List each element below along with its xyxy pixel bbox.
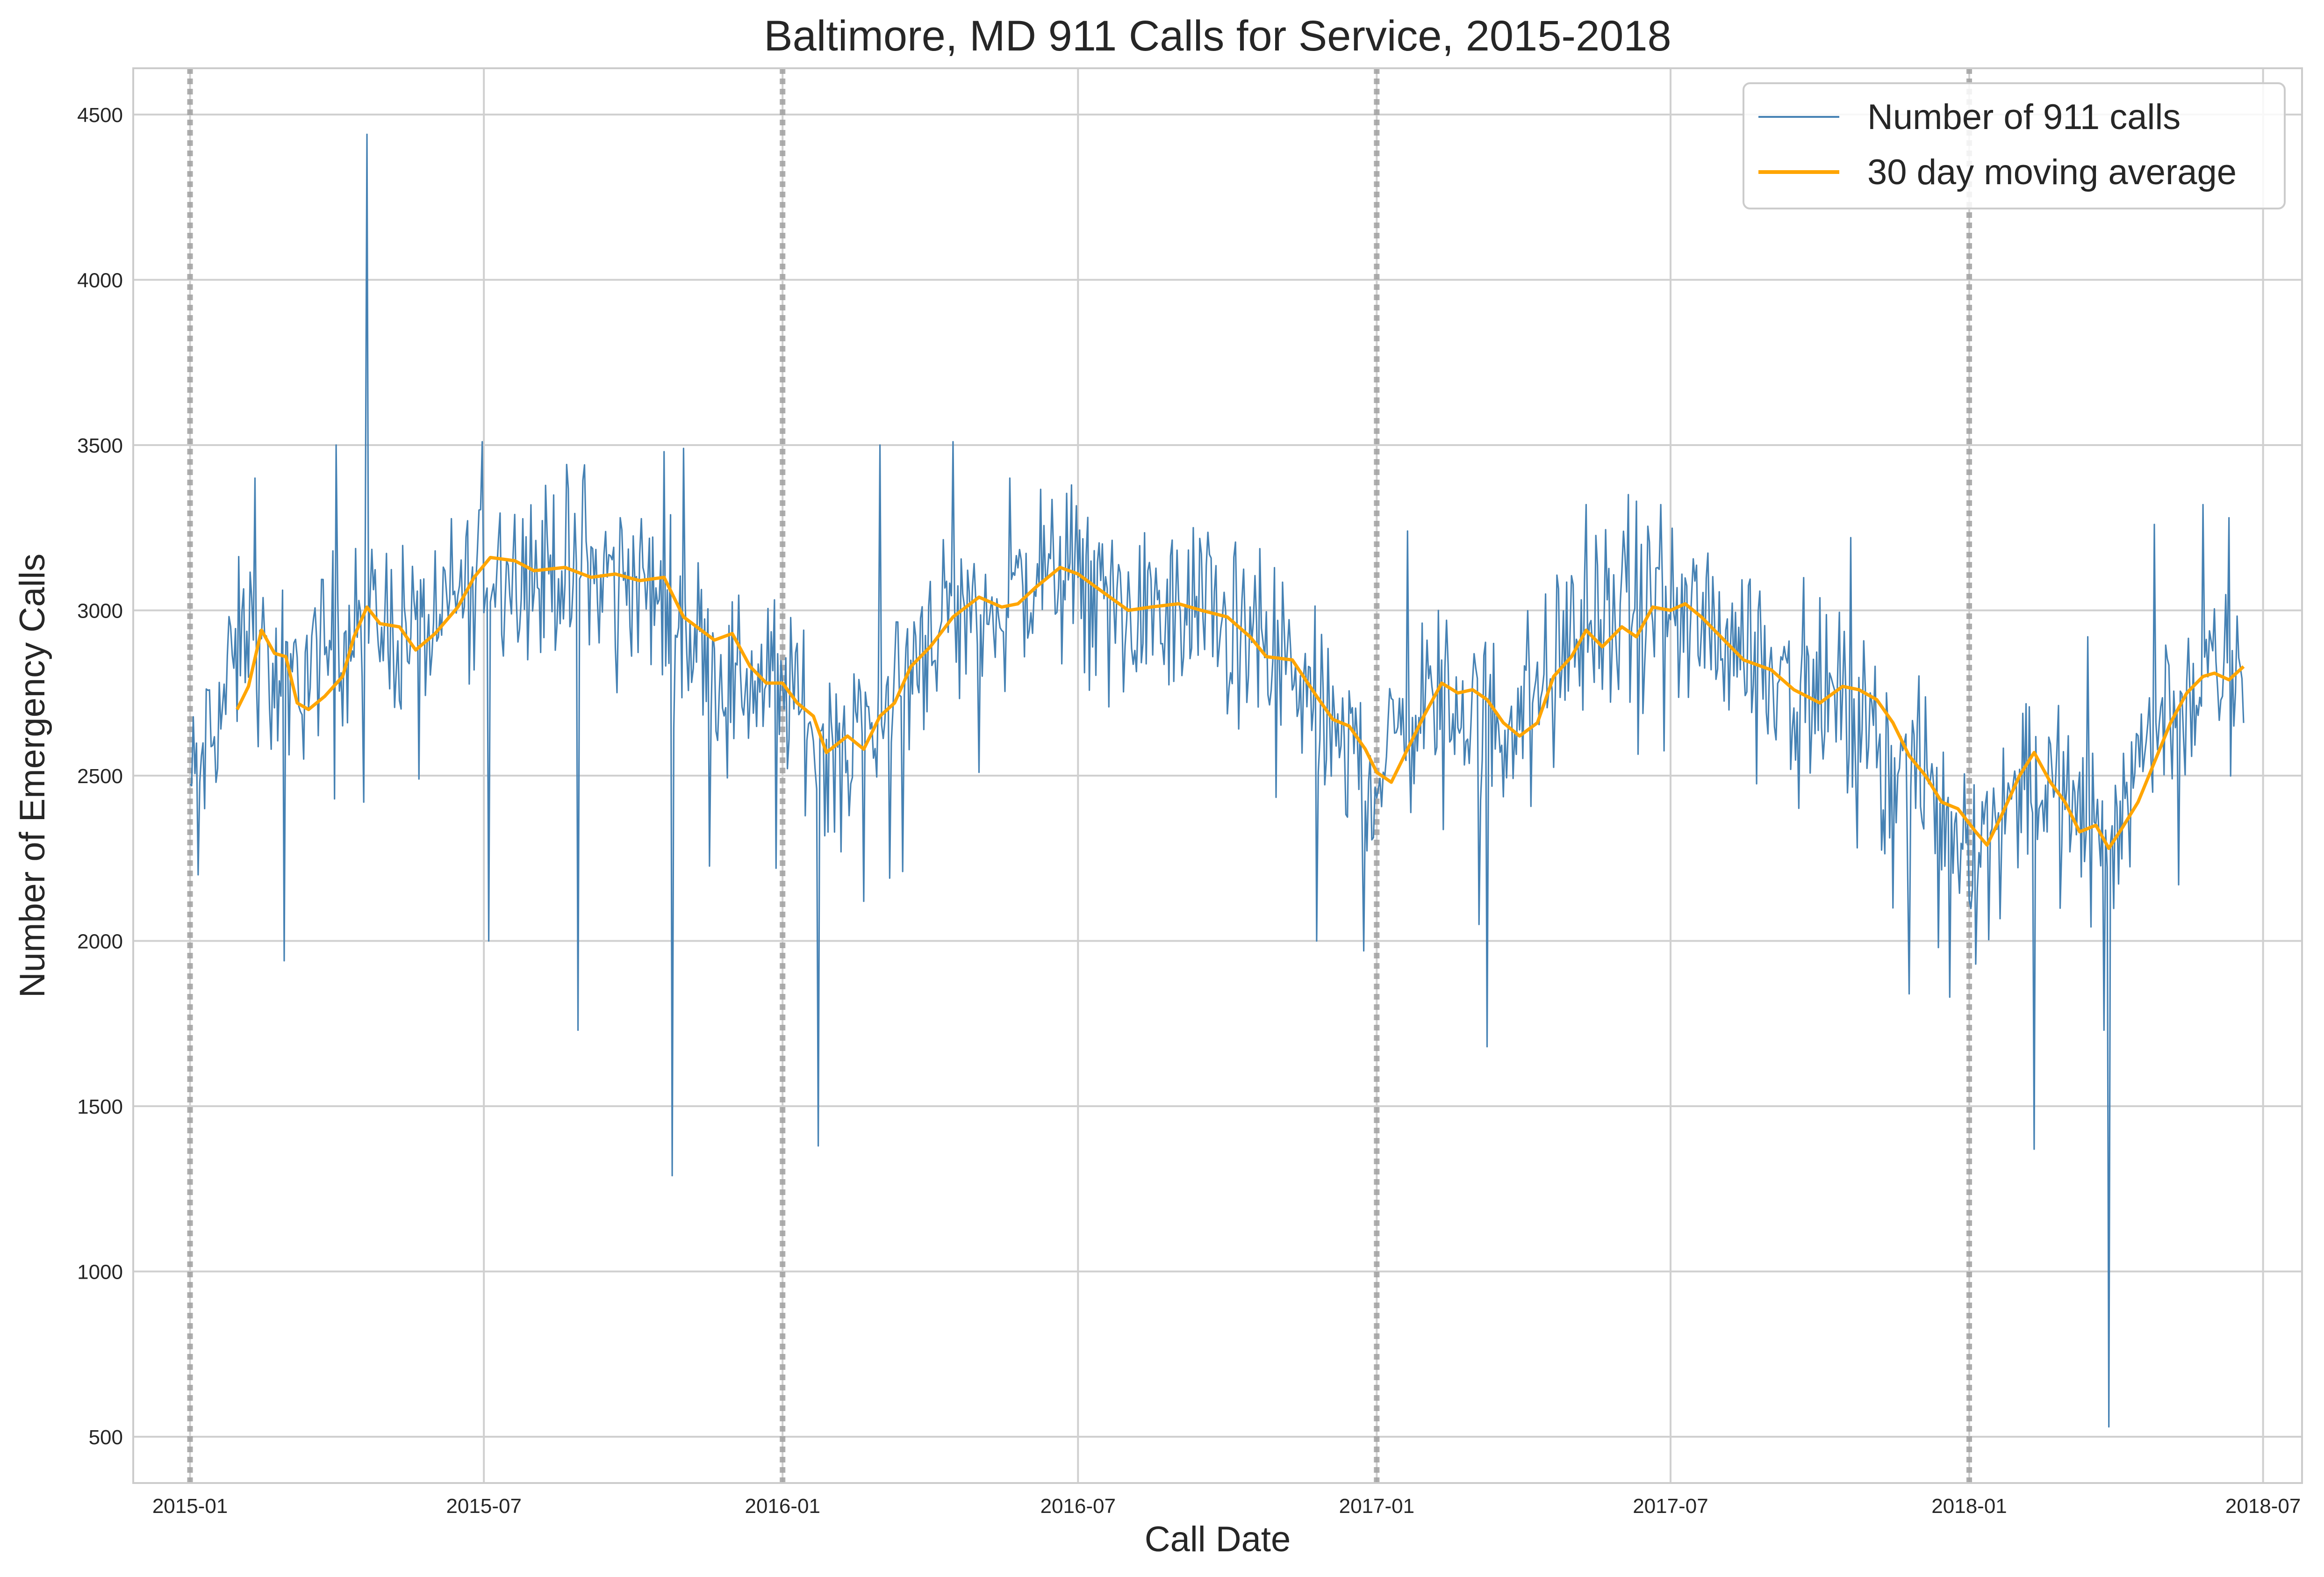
- gridlines: [133, 68, 2302, 1483]
- y-tick-label-3000: 3000: [77, 599, 123, 622]
- y-tick-label-1500: 1500: [77, 1095, 123, 1118]
- x-tick-label-2016-01: 2016-01: [745, 1495, 820, 1518]
- x-axis-label: Call Date: [1145, 1519, 1291, 1559]
- legend-label-raw: Number of 911 calls: [1867, 97, 2181, 137]
- legend: Number of 911 calls 30 day moving averag…: [1743, 82, 2286, 209]
- y-tick-label-4500: 4500: [77, 104, 123, 127]
- chart-title: Baltimore, MD 911 Calls for Service, 201…: [764, 12, 1671, 60]
- y-tick-label-500: 500: [89, 1426, 123, 1449]
- legend-box: [1743, 82, 2286, 209]
- x-tick-label-2018-01: 2018-01: [1931, 1495, 2007, 1518]
- x-tick-label-2017-07: 2017-07: [1633, 1495, 1708, 1518]
- series-30-day-moving-average: [236, 555, 2245, 850]
- y-tick-label-4000: 4000: [77, 269, 123, 292]
- x-tick-label-2015-01: 2015-01: [152, 1495, 228, 1518]
- plot-frame: [132, 67, 2303, 1484]
- x-tick-label-2015-07: 2015-07: [446, 1495, 521, 1518]
- y-tick-label-3500: 3500: [77, 434, 123, 457]
- y-tick-label-2000: 2000: [77, 930, 123, 953]
- y-tick-label-1000: 1000: [77, 1261, 123, 1284]
- x-tick-label-2017-01: 2017-01: [1339, 1495, 1414, 1518]
- x-tick-label-2016-07: 2016-07: [1040, 1495, 1116, 1518]
- x-tick-label-2018-07: 2018-07: [2225, 1495, 2301, 1518]
- y-tick-label-2500: 2500: [77, 765, 123, 788]
- y-tick-labels: 500 1000 1500 2000 2500 3000 3500 4000 4500: [77, 104, 123, 1449]
- legend-label-average: 30 day moving average: [1867, 152, 2237, 192]
- line-30-day-moving-average: [236, 555, 2245, 850]
- x-tick-labels: 2015-01 2015-07 2016-01 2016-07 2017-01 2017-…: [152, 1495, 2301, 1518]
- y-axis-label: Number of Emergency Calls: [13, 554, 52, 998]
